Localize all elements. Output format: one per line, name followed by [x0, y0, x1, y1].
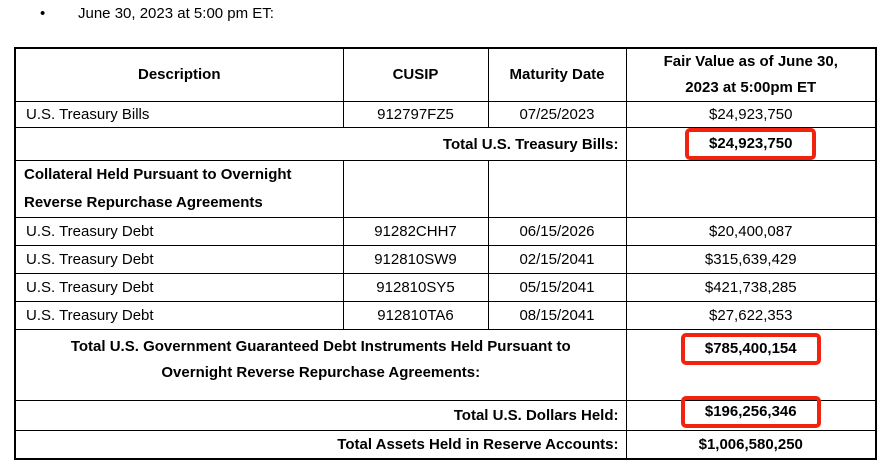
total-gov-label-line1: Total U.S. Government Guaranteed Debt In… — [70, 338, 571, 355]
table-row-treasury-debt-2: U.S. Treasury Debt 912810SW9 02/15/2041 … — [14, 245, 877, 274]
debt4-fair-value: $27,622,353 — [625, 301, 877, 330]
table-row-total-gov-debt: Total U.S. Government Guaranteed Debt In… — [14, 329, 877, 401]
table-row-treasury-bills: U.S. Treasury Bills 912797FZ5 07/25/2023… — [14, 101, 877, 128]
highlight-box-total-bills: $24,923,750 — [685, 128, 817, 160]
debt1-cusip: 91282CHH7 — [342, 217, 489, 246]
table-row-collateral-heading: Collateral Held Pursuant to Overnight Re… — [14, 160, 877, 218]
table-row-total-assets: Total Assets Held in Reserve Accounts: $… — [14, 430, 877, 460]
table-row-total-treasury-bills: Total U.S. Treasury Bills: $24,923,750 — [14, 127, 877, 161]
bullet-marker: • — [40, 5, 46, 22]
col-header-description: Description — [14, 47, 344, 102]
bullet-line: • June 30, 2023 at 5:00 pm ET: — [40, 5, 274, 23]
debt1-description: U.S. Treasury Debt — [14, 217, 344, 246]
bills-fair-value: $24,923,750 — [625, 101, 877, 128]
col-header-fair-value: Fair Value as of June 30, 2023 at 5:00pm… — [625, 47, 877, 102]
total-gov-value-cell: $785,400,154 — [625, 329, 877, 401]
debt2-cusip: 912810SW9 — [342, 245, 489, 274]
debt1-maturity: 06/15/2026 — [487, 217, 627, 246]
col-header-maturity-date: Maturity Date — [487, 47, 627, 102]
col-header-cusip: CUSIP — [342, 47, 489, 102]
debt1-fair-value: $20,400,087 — [625, 217, 877, 246]
total-bills-value-cell: $24,923,750 — [625, 127, 877, 161]
bills-maturity: 07/25/2023 — [487, 101, 627, 128]
bills-description: U.S. Treasury Bills — [14, 101, 344, 128]
collateral-heading-line2: Reverse Repurchase Agreements — [24, 194, 263, 211]
collateral-heading: Collateral Held Pursuant to Overnight Re… — [14, 160, 344, 218]
total-gov-value: $785,400,154 — [704, 340, 797, 357]
total-bills-value: $24,923,750 — [709, 135, 793, 152]
collateral-empty-maturity — [487, 160, 627, 218]
table-row-total-dollars: Total U.S. Dollars Held: $196,256,346 — [14, 396, 877, 431]
fair-value-header-line2: 2023 at 5:00pm ET — [685, 79, 817, 96]
fair-value-header-line1: Fair Value as of June 30, — [663, 53, 838, 70]
total-assets-label: Total Assets Held in Reserve Accounts: — [14, 430, 627, 460]
total-dollars-label: Total U.S. Dollars Held: — [14, 400, 627, 431]
debt4-cusip: 912810TA6 — [342, 301, 489, 330]
table-row-treasury-debt-1: U.S. Treasury Debt 91282CHH7 06/15/2026 … — [14, 217, 877, 246]
total-gov-label: Total U.S. Government Guaranteed Debt In… — [14, 329, 627, 401]
total-gov-label-line2: Overnight Reverse Repurchase Agreements: — [161, 364, 481, 381]
reserve-assets-table: Description CUSIP Maturity Date Fair Val… — [14, 47, 877, 460]
collateral-heading-line1: Collateral Held Pursuant to Overnight — [24, 166, 292, 183]
bills-cusip: 912797FZ5 — [342, 101, 489, 128]
debt4-description: U.S. Treasury Debt — [14, 301, 344, 330]
debt4-maturity: 08/15/2041 — [487, 301, 627, 330]
total-dollars-value: $196,256,346 — [704, 403, 797, 420]
debt3-maturity: 05/15/2041 — [487, 273, 627, 302]
collateral-empty-value — [625, 160, 877, 218]
debt3-description: U.S. Treasury Debt — [14, 273, 344, 302]
collateral-empty-cusip — [342, 160, 489, 218]
total-assets-value: $1,006,580,250 — [625, 430, 877, 460]
debt3-fair-value: $421,738,285 — [625, 273, 877, 302]
table-header-row: Description CUSIP Maturity Date Fair Val… — [14, 47, 877, 102]
debt2-maturity: 02/15/2041 — [487, 245, 627, 274]
table-row-treasury-debt-4: U.S. Treasury Debt 912810TA6 08/15/2041 … — [14, 301, 877, 330]
date-heading: June 30, 2023 at 5:00 pm ET: — [78, 5, 274, 22]
debt2-description: U.S. Treasury Debt — [14, 245, 344, 274]
table-row-treasury-debt-3: U.S. Treasury Debt 912810SY5 05/15/2041 … — [14, 273, 877, 302]
highlight-box-total-dollars: $196,256,346 — [680, 396, 821, 428]
highlight-box-total-gov: $785,400,154 — [680, 333, 821, 365]
debt3-cusip: 912810SY5 — [342, 273, 489, 302]
debt2-fair-value: $315,639,429 — [625, 245, 877, 274]
total-dollars-value-cell: $196,256,346 — [625, 396, 877, 431]
total-bills-label: Total U.S. Treasury Bills: — [14, 127, 627, 161]
